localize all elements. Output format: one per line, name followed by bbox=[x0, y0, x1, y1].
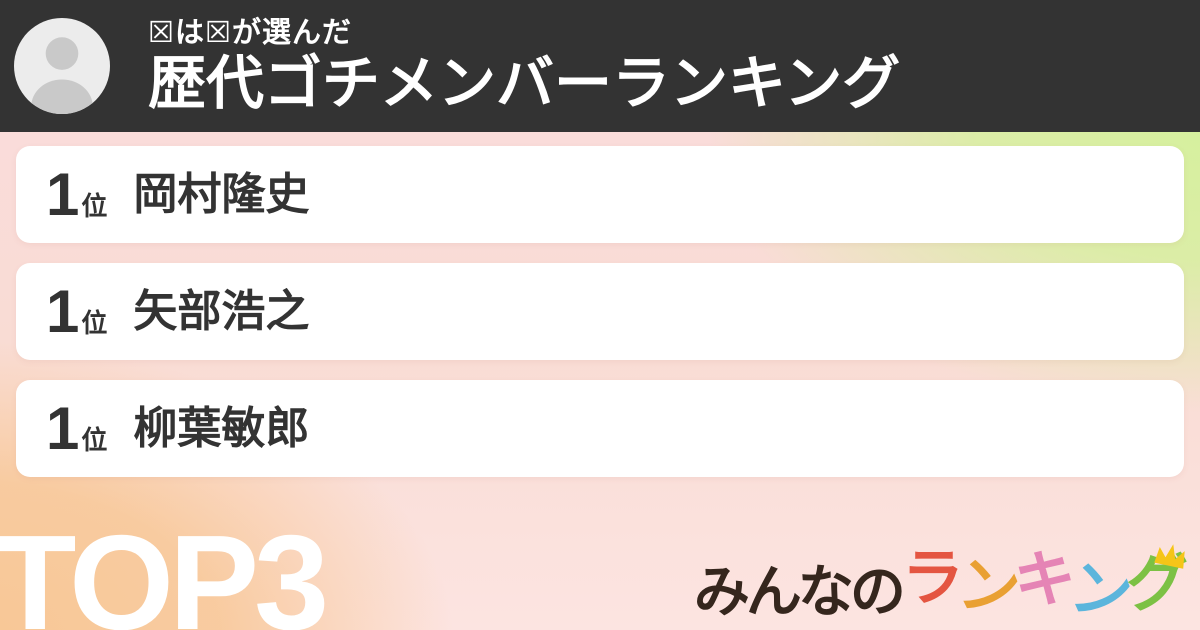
entry-name: 矢部浩之 bbox=[133, 286, 310, 336]
ranking-row-3[interactable]: 1 位 柳葉敏郎 bbox=[16, 380, 1184, 477]
entry-name: 岡村隆史 bbox=[133, 169, 310, 219]
entry-name: 柳葉敏郎 bbox=[133, 403, 310, 453]
person-silhouette-icon bbox=[31, 37, 93, 114]
page-title: 歴代ゴチメンバーランキング bbox=[148, 51, 901, 117]
rank-unit-label: 位 bbox=[81, 190, 108, 221]
ranking-row-2[interactable]: 1 位 矢部浩之 bbox=[16, 263, 1184, 360]
top3-watermark: TOP3 bbox=[0, 507, 329, 630]
rank-unit-label: 位 bbox=[81, 307, 108, 338]
crown-icon bbox=[1154, 544, 1185, 569]
rank-number: 1 bbox=[46, 394, 80, 462]
logo-char: ン bbox=[954, 549, 1019, 626]
rank-badge: 1 位 bbox=[46, 160, 108, 228]
logo-char: み bbox=[693, 560, 750, 623]
rank-badge: 1 位 bbox=[46, 394, 108, 462]
logo-char: ン bbox=[1064, 553, 1132, 630]
logo-char: キ bbox=[1011, 544, 1073, 617]
rank-badge: 1 位 bbox=[46, 277, 108, 345]
header-subtitle: ☒は☒が選んだ bbox=[148, 16, 352, 49]
logo-char: ん bbox=[745, 560, 802, 623]
logo-char: な bbox=[797, 560, 854, 623]
rank-unit-label: 位 bbox=[81, 424, 108, 455]
ranking-row-1[interactable]: 1 位 岡村隆史 bbox=[16, 146, 1184, 243]
header-bar: ☒は☒が選んだ 歴代ゴチメンバーランキング bbox=[0, 0, 1200, 132]
header-text-block: ☒は☒が選んだ 歴代ゴチメンバーランキング bbox=[148, 17, 900, 115]
rank-number: 1 bbox=[46, 160, 80, 228]
ranking-list: 1 位 岡村隆史 1 位 矢部浩之 1 位 柳葉敏郎 bbox=[16, 146, 1184, 477]
avatar bbox=[14, 18, 110, 114]
logo-char: の bbox=[849, 560, 906, 623]
logo-char: ラ bbox=[901, 544, 964, 613]
rank-number: 1 bbox=[46, 277, 80, 345]
minna-no-ranking-logo[interactable]: み ん な の ラ ン キ ン グ bbox=[693, 544, 1188, 630]
